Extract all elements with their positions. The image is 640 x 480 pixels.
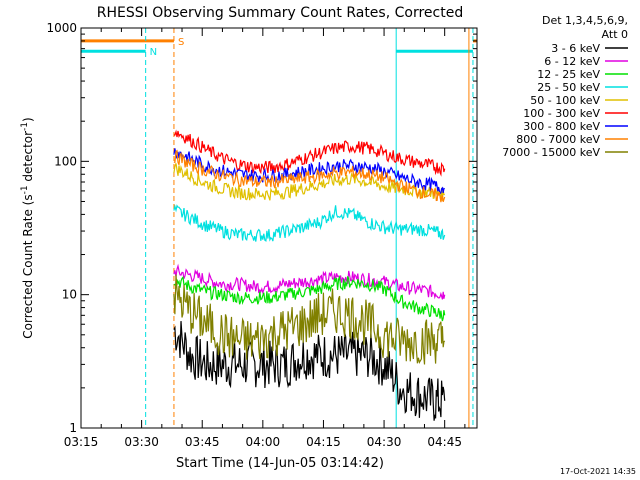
legend-label: 300 - 800 keV xyxy=(523,120,600,133)
data-series xyxy=(173,129,446,421)
y-axis-ticks: 1 10 100 1000 xyxy=(46,21,477,435)
timestamp: 17-Oct-2021 14:35 xyxy=(560,467,636,476)
flag-label-n: N xyxy=(150,47,157,58)
series-line-800-7000-kev xyxy=(173,149,446,203)
legend-header-line2: Att 0 xyxy=(602,28,628,41)
y-tick-label: 100 xyxy=(54,154,77,168)
x-tick-label: 04:15 xyxy=(306,435,341,449)
legend-header-line1: Det 1,3,4,5,6,9, xyxy=(542,14,628,27)
x-tick-label: 03:30 xyxy=(124,435,159,449)
x-tick-label: 04:00 xyxy=(246,435,281,449)
plot-frame xyxy=(80,27,478,429)
series-line-100-300-kev xyxy=(173,129,446,177)
legend-label: 25 - 50 keV xyxy=(537,81,600,94)
x-axis-label: Start Time (14-Jun-05 03:14:42) xyxy=(176,456,384,471)
x-tick-label: 03:45 xyxy=(185,435,220,449)
series-line-50-100-kev xyxy=(173,163,446,201)
x-tick-label: 03:15 xyxy=(64,435,99,449)
legend-label: 3 - 6 keV xyxy=(551,42,600,55)
y-axis-label: Corrected Count Rate (s-1 detector-1) xyxy=(20,117,35,338)
series-line-3-6-kev xyxy=(173,321,446,421)
flag-label-s: S xyxy=(178,37,184,48)
legend-label: 12 - 25 keV xyxy=(537,68,600,81)
legend-label: 100 - 300 keV xyxy=(523,107,600,120)
series-line-12-25-kev xyxy=(173,275,446,322)
x-axis-ticks: 03:15 03:30 03:45 04:00 04:15 04:30 04:45 xyxy=(64,28,466,449)
series-line-7000-15000-kev xyxy=(173,274,446,365)
y-tick-label: 10 xyxy=(62,288,77,302)
series-line-300-800-kev xyxy=(173,148,446,195)
legend-label: 800 - 7000 keV xyxy=(516,133,600,146)
legend-label: 7000 - 15000 keV xyxy=(502,146,600,159)
legend-label: 6 - 12 keV xyxy=(544,55,600,68)
series-line-6-12-kev xyxy=(173,263,446,300)
y-tick-label: 1 xyxy=(69,421,77,435)
status-flags: SN xyxy=(81,37,477,58)
x-tick-label: 04:30 xyxy=(367,435,402,449)
legend-label: 50 - 100 keV xyxy=(530,94,600,107)
series-line-25-50-kev xyxy=(173,204,446,242)
x-tick-label: 04:45 xyxy=(427,435,462,449)
y-tick-label: 1000 xyxy=(46,21,77,35)
chart-title: RHESSI Observing Summary Count Rates, Co… xyxy=(97,5,463,21)
